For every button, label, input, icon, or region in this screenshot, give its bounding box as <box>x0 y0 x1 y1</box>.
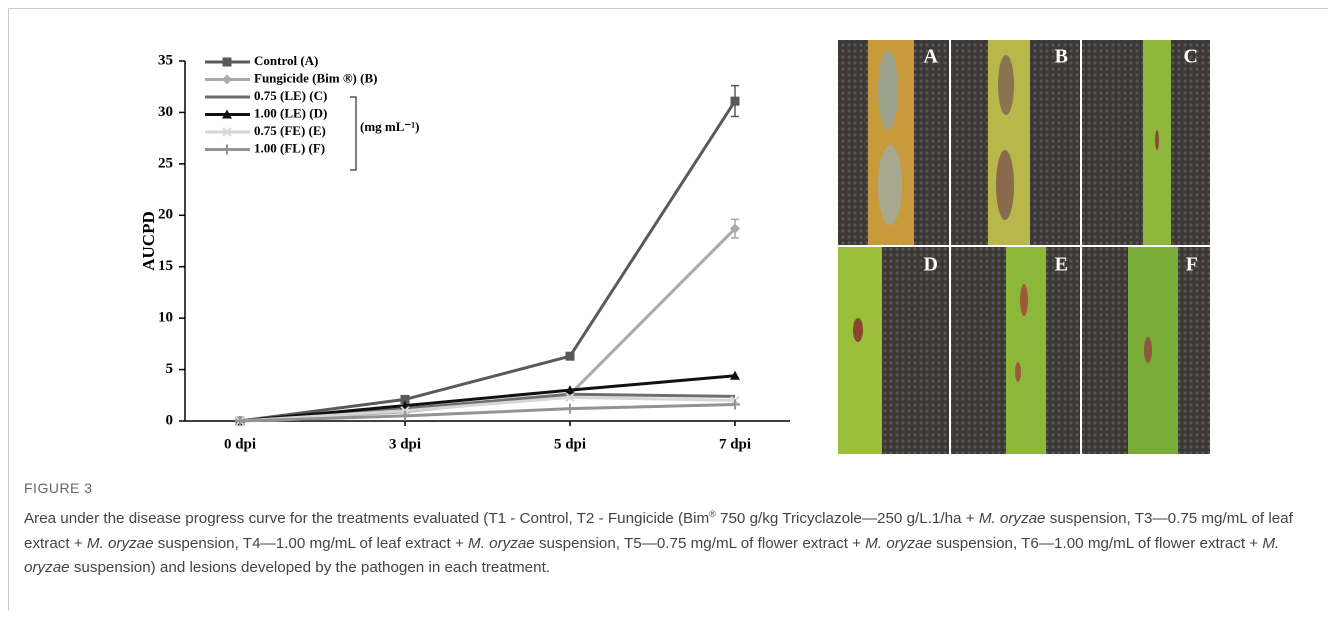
caption-text: ® <box>709 509 716 519</box>
caption-text: suspension, T4—1.00 mg/mL of leaf extrac… <box>154 535 468 552</box>
y-tick-label: 10 <box>158 310 173 326</box>
legend-marker <box>222 75 232 85</box>
y-axis-label: AUCPD <box>139 211 158 271</box>
legend-marker <box>223 58 232 67</box>
figure: 0 5 10 15 20 25 30 35 0 dpi 3 dpi 5 dpi 7 dpi AUCPD C… <box>0 0 1328 470</box>
caption-text: suspension, T6—1.00 mg/mL of flower extr… <box>932 535 1262 552</box>
data-point <box>731 97 740 106</box>
page: 0 5 10 15 20 25 30 35 0 dpi 3 dpi 5 dpi 7 dpi AUCPD C… <box>0 0 1328 622</box>
panel-label: E <box>1055 254 1068 276</box>
x-tick-label: 0 dpi <box>224 436 256 452</box>
legend-bracket <box>350 97 356 170</box>
legend-marker <box>222 145 232 155</box>
caption-text: M. oryzae <box>865 535 932 552</box>
panel-label: A <box>924 46 939 68</box>
panel-label: F <box>1186 254 1198 276</box>
legend-label: 1.00 (FL) (F) <box>254 140 325 155</box>
data-point <box>565 404 575 414</box>
caption-text: M. oryzae <box>468 535 535 552</box>
legend-label: Control (A) <box>254 53 318 68</box>
y-tick-label: 0 <box>166 412 174 428</box>
y-tick-label: 20 <box>158 207 173 223</box>
y-tick-label: 30 <box>158 104 173 120</box>
y-tick-label: 5 <box>166 361 174 377</box>
panel-label: D <box>924 254 938 276</box>
legend-label: 0.75 (LE) (C) <box>254 88 327 103</box>
data-line <box>240 229 735 421</box>
legend-note: (mg mL⁻¹) <box>360 119 420 134</box>
legend-label: 1.00 (LE) (D) <box>254 105 327 120</box>
y-tick-label: 35 <box>158 52 173 68</box>
photo-panels <box>838 40 1210 454</box>
caption-text: M. oryzae <box>87 535 154 552</box>
caption-text: Area under the disease progress curve fo… <box>24 510 709 527</box>
data-point <box>566 352 575 361</box>
caption-text: suspension, T5—0.75 mg/mL of flower extr… <box>535 535 865 552</box>
panel-label: B <box>1055 46 1068 68</box>
legend-label: 0.75 (FE) (E) <box>254 123 326 138</box>
x-tick-label: 5 dpi <box>554 436 586 452</box>
x-tick-label: 3 dpi <box>389 436 421 452</box>
caption-text: M. oryzae <box>979 510 1046 527</box>
y-tick-label: 25 <box>158 155 173 171</box>
x-tick-label: 7 dpi <box>719 436 751 452</box>
legend-label: Fungicide (Bim ®) (B) <box>254 70 377 85</box>
y-tick-label: 15 <box>158 258 173 274</box>
caption-text: 750 g/kg Tricyclazole—250 g/L.1/ha + <box>716 510 979 527</box>
caption: Area under the disease progress curve fo… <box>24 502 1319 581</box>
caption-label: FIGURE 3 <box>24 480 93 496</box>
panel-label: C <box>1184 46 1198 68</box>
caption-text: suspension) and lesions developed by the… <box>70 559 550 576</box>
